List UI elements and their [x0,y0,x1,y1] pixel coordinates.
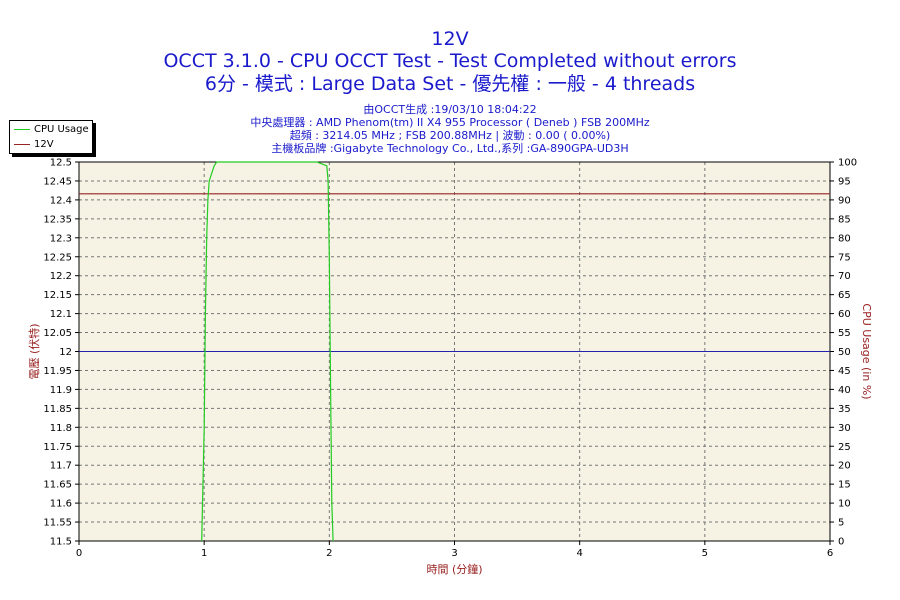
y-tick-label-left: 11.55 [43,518,72,529]
y-tick-label-right: 20 [838,461,851,472]
y-tick-label-left: 12.25 [43,252,72,263]
y-tick-label-left: 12.5 [50,158,72,169]
y-tick-label-right: 25 [838,442,851,453]
series-line-cpu-usage [201,161,334,542]
y-tick-label-right: 55 [838,328,851,339]
legend-label-cpu: CPU Usage [34,124,89,135]
y-tick-label-right: 95 [838,176,851,187]
generated-info: 由OCCT生成 :19/03/10 18:04:22 [363,103,537,116]
y-tick-label-left: 12.35 [43,214,72,225]
y-tick-label-right: 10 [838,499,851,510]
y-tick-label-right: 100 [838,158,857,169]
legend-label-12v: 12V [34,139,54,150]
x-tick-label: 1 [201,548,207,559]
y-tick-label-right: 70 [838,271,851,282]
y-tick-label-left: 11.75 [43,442,72,453]
y-tick-label-right: 5 [838,518,844,529]
x-tick-label: 3 [451,548,457,559]
y-tick-label-right: 45 [838,366,851,377]
y-tick-label-right: 75 [838,252,851,263]
y-tick-label-left: 12.45 [43,176,72,187]
y-tick-label-right: 15 [838,480,851,491]
y-tick-label-left: 12.05 [43,328,72,339]
clock-info: 超頻 : 3214.05 MHz ; FSB 200.88MHz | 波動 : … [289,129,611,142]
y-tick-label-right: 0 [838,537,844,548]
y-axis-label-left: 電壓 (伏特) [27,323,41,379]
legend-item-12v: 12V [10,138,92,151]
chart-subtitle: OCCT 3.1.0 - CPU OCCT Test - Test Comple… [163,50,737,72]
chart-legend: CPU Usage 12V [9,120,93,154]
y-tick-label-right: 65 [838,290,851,301]
y-tick-label-left: 11.8 [50,423,72,434]
y-tick-label-right: 35 [838,404,851,415]
y-tick-label-left: 12.15 [43,290,72,301]
test-info: 6分 - 模式 : Large Data Set - 優先權 : 一般 - 4 … [204,73,696,95]
y-tick-label-left: 11.5 [50,537,72,548]
y-tick-label-left: 12.3 [50,233,72,244]
legend-item-cpu-usage: CPU Usage [10,123,92,136]
x-tick-label: 6 [827,548,833,559]
x-tick-label: 2 [326,548,332,559]
y-tick-label-right: 30 [838,423,851,434]
y-tick-label-left: 12.1 [50,309,72,320]
y-tick-label-left: 12.2 [50,271,72,282]
x-axis-label: 時間 (分鐘) [426,562,482,576]
y-tick-label-left: 11.7 [50,461,72,472]
x-tick-label: 5 [702,548,708,559]
legend-swatch-cpu [14,129,30,130]
motherboard-info: 主機板品牌 :Gigabyte Technology Co., Ltd.,系列 … [271,142,629,155]
y-tick-label-left: 11.6 [50,499,72,510]
y-tick-label-right: 85 [838,214,851,225]
chart-title: 12V [431,28,469,50]
legend-swatch-12v [14,144,30,145]
y-tick-label-left: 11.85 [43,404,72,415]
y-tick-label-right: 80 [838,233,851,244]
y-tick-label-right: 90 [838,195,851,206]
y-tick-label-left: 11.9 [50,385,72,396]
x-tick-label: 0 [76,548,82,559]
y-tick-label-left: 12.4 [50,195,72,206]
y-tick-label-left: 12 [59,347,72,358]
x-tick-label: 4 [576,548,582,559]
y-tick-label-left: 11.95 [43,366,72,377]
y-axis-label-right: CPU Usage (in %) [860,303,873,399]
y-tick-label-right: 60 [838,309,851,320]
y-tick-label-right: 40 [838,385,851,396]
cpu-info: 中央處理器 : AMD Phenom(tm) II X4 955 Process… [250,116,650,129]
y-tick-label-left: 11.65 [43,480,72,491]
y-tick-label-right: 50 [838,347,851,358]
